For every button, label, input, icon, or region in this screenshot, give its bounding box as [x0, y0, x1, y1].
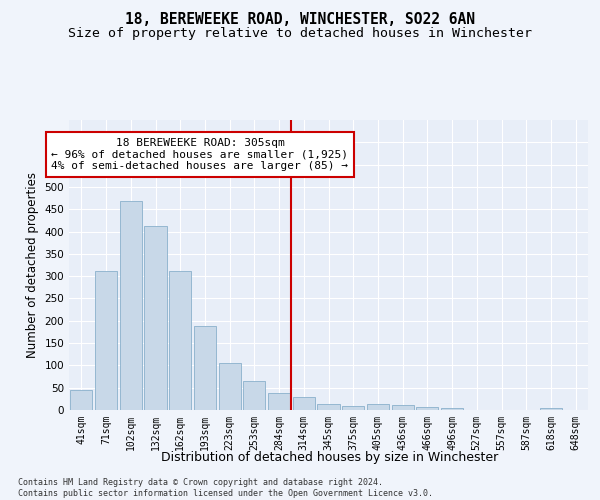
Text: Distribution of detached houses by size in Winchester: Distribution of detached houses by size …	[161, 451, 499, 464]
Y-axis label: Number of detached properties: Number of detached properties	[26, 172, 39, 358]
Bar	[441, 408, 463, 410]
Text: 18 BEREWEEKE ROAD: 305sqm
← 96% of detached houses are smaller (1,925)
4% of sem: 18 BEREWEEKE ROAD: 305sqm ← 96% of detac…	[52, 138, 349, 171]
Bar	[70, 390, 92, 410]
Bar	[392, 405, 414, 410]
Bar	[169, 271, 191, 410]
Bar	[243, 381, 265, 410]
Text: Size of property relative to detached houses in Winchester: Size of property relative to detached ho…	[68, 28, 532, 40]
Bar	[218, 363, 241, 410]
Bar	[416, 408, 439, 410]
Bar	[119, 201, 142, 410]
Bar	[145, 226, 167, 410]
Bar	[540, 408, 562, 410]
Bar	[268, 393, 290, 410]
Bar	[342, 406, 364, 410]
Bar	[194, 326, 216, 410]
Bar	[293, 396, 315, 410]
Text: 18, BEREWEEKE ROAD, WINCHESTER, SO22 6AN: 18, BEREWEEKE ROAD, WINCHESTER, SO22 6AN	[125, 12, 475, 28]
Bar	[317, 404, 340, 410]
Text: Contains HM Land Registry data © Crown copyright and database right 2024.
Contai: Contains HM Land Registry data © Crown c…	[18, 478, 433, 498]
Bar	[95, 271, 117, 410]
Bar	[367, 404, 389, 410]
